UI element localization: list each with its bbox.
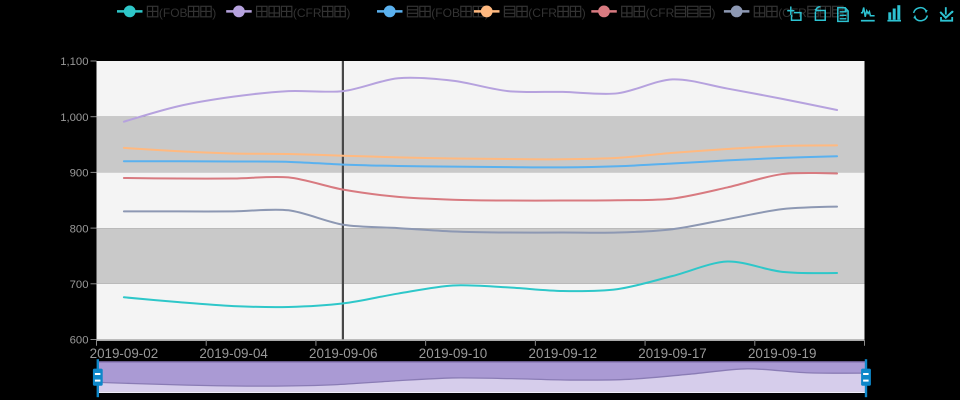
- svg-text:(FOB: (FOB: [159, 6, 188, 20]
- svg-text:(CFR: (CFR: [778, 6, 807, 20]
- svg-text:): ): [844, 6, 848, 20]
- svg-text:2019-09-10: 2019-09-10: [419, 346, 488, 361]
- svg-text:2019-09-04: 2019-09-04: [199, 346, 268, 361]
- svg-text:1,100: 1,100: [60, 56, 88, 68]
- svg-text:(CFR: (CFR: [528, 6, 557, 20]
- svg-text:600: 600: [70, 335, 89, 347]
- svg-text:2019-09-02: 2019-09-02: [90, 346, 159, 361]
- svg-text:): ): [212, 6, 216, 20]
- svg-text:2019-09-12: 2019-09-12: [529, 346, 598, 361]
- svg-text:2019-09-19: 2019-09-19: [748, 346, 817, 361]
- svg-text:800: 800: [70, 223, 89, 235]
- svg-text:(CFR: (CFR: [646, 6, 675, 20]
- svg-text:(CFR: (CFR: [293, 6, 322, 20]
- svg-text:2019-09-17: 2019-09-17: [638, 346, 707, 361]
- svg-text:2019-09-06: 2019-09-06: [309, 346, 378, 361]
- svg-text:): ): [582, 6, 586, 20]
- svg-text:): ): [346, 6, 350, 20]
- svg-text:900: 900: [70, 168, 89, 180]
- svg-text:(FOB: (FOB: [431, 6, 460, 20]
- svg-text:700: 700: [70, 279, 89, 291]
- svg-text:1,000: 1,000: [60, 112, 88, 124]
- svg-text:): ): [712, 6, 716, 20]
